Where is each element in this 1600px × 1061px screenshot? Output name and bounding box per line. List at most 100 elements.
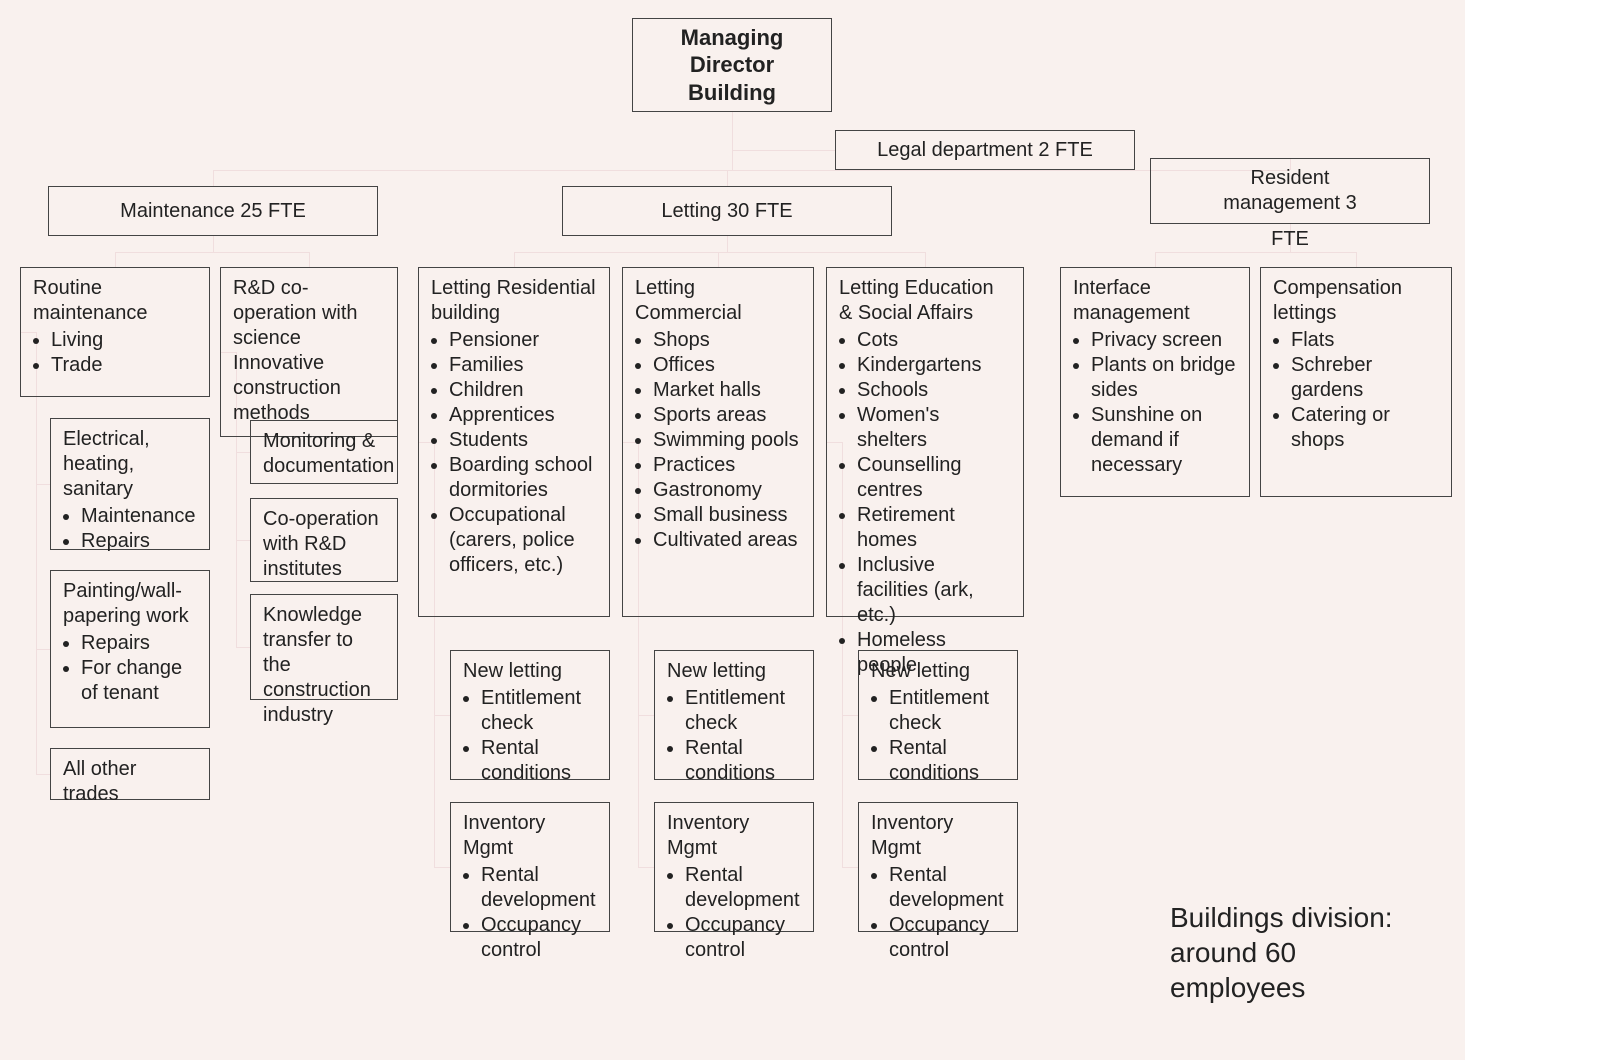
- connector-line: [36, 332, 37, 774]
- list-item: Rental conditions: [685, 736, 801, 786]
- connector-line: [842, 867, 858, 868]
- list-item: Repairs: [81, 631, 197, 656]
- box-title: Letting Residential building: [431, 276, 597, 326]
- list-item: Schools: [857, 378, 1011, 403]
- list-item: Entitlement check: [481, 686, 597, 736]
- list-item: Sports areas: [653, 403, 801, 428]
- resident-col-0: Interface managementPrivacy screenPlants…: [1060, 267, 1250, 497]
- list-item: Market halls: [653, 378, 801, 403]
- list-item: Occupancy control: [685, 913, 801, 963]
- connector-line: [36, 484, 50, 485]
- box-title: Routine maintenance: [33, 276, 197, 326]
- box-title: R&D co-operation with science: [233, 276, 385, 351]
- routine-maintenance-box: Routine maintenanceLivingTrade: [20, 267, 210, 397]
- letting-col-2-sub-0: New lettingEntitlement checkRental condi…: [858, 650, 1018, 780]
- box-title: Inventory Mgmt: [667, 811, 801, 861]
- connector-line: [115, 252, 309, 253]
- list-item: Repairs: [81, 529, 197, 554]
- dept-label: Maintenance 25 FTE: [120, 199, 306, 224]
- box-list: ShopsOfficesMarket hallsSports areasSwim…: [653, 328, 801, 553]
- letting-col-1-sub-1: Inventory MgmtRental developmentOccupanc…: [654, 802, 814, 932]
- connector-line: [36, 774, 50, 775]
- list-item: Sunshine on demand if necessary: [1091, 403, 1237, 478]
- connector-line: [732, 150, 835, 151]
- list-item: Pensioner: [449, 328, 597, 353]
- box-title: Interface management: [1073, 276, 1237, 326]
- box-list: Rental developmentOccupancy control: [481, 863, 597, 963]
- connector-line: [213, 236, 214, 252]
- list-item: Cultivated areas: [653, 528, 801, 553]
- connector-line: [1155, 252, 1356, 253]
- connector-line: [36, 649, 50, 650]
- box-list: PensionerFamiliesChildrenApprenticesStud…: [449, 328, 597, 578]
- box-title: All other trades: [63, 757, 197, 807]
- list-item: Counselling centres: [857, 453, 1011, 503]
- list-item: Offices: [653, 353, 801, 378]
- box-subtitle: Innovative construction methods: [233, 351, 385, 426]
- list-item: Maintenance: [81, 504, 197, 529]
- list-item: Small business: [653, 503, 801, 528]
- org-chart-canvas: ManagingDirectorBuildingLegal department…: [0, 0, 1600, 1061]
- box-title: New letting: [667, 659, 801, 684]
- list-item: Rental conditions: [889, 736, 1005, 786]
- list-item: Living: [51, 328, 197, 353]
- connector-line: [236, 540, 250, 541]
- box-title: Letting Commercial: [635, 276, 801, 326]
- letting-col-2: Letting Education & Social AffairsCotsKi…: [826, 267, 1024, 617]
- box-title: Inventory Mgmt: [871, 811, 1005, 861]
- connector-line: [925, 252, 926, 267]
- list-item: Rental conditions: [481, 736, 597, 786]
- dept-label: Letting 30 FTE: [661, 199, 792, 224]
- list-item: Entitlement check: [889, 686, 1005, 736]
- letting-col-0-sub-1: Inventory MgmtRental developmentOccupanc…: [450, 802, 610, 932]
- letting-col-0: Letting Residential buildingPensionerFam…: [418, 267, 610, 617]
- list-item: Rental development: [889, 863, 1005, 913]
- box-list: CotsKindergartensSchoolsWomen's shelters…: [857, 328, 1011, 678]
- rnd-coop-box: R&D co-operation with scienceInnovative …: [220, 267, 398, 437]
- connector-line: [638, 715, 654, 716]
- list-item: Children: [449, 378, 597, 403]
- rnd-sub-0: Monitoring & documentation: [250, 420, 398, 484]
- connector-line: [434, 715, 450, 716]
- list-item: Families: [449, 353, 597, 378]
- connector-line: [842, 715, 858, 716]
- box-list: Privacy screenPlants on bridge sidesSuns…: [1091, 328, 1237, 478]
- box-title: Knowledge transfer to the construction i…: [263, 603, 385, 728]
- list-item: Rental development: [685, 863, 801, 913]
- list-item: Gastronomy: [653, 478, 801, 503]
- list-item: Schreber gardens: [1291, 353, 1439, 403]
- dept-label: Residentmanagement 3: [1223, 166, 1356, 216]
- box-list: Entitlement checkRental conditions: [685, 686, 801, 786]
- rnd-sub-1: Co-operation with R&D institutes: [250, 498, 398, 582]
- box-list: Entitlement checkRental conditions: [889, 686, 1005, 786]
- list-item: Entitlement check: [685, 686, 801, 736]
- list-item: Catering or shops: [1291, 403, 1439, 453]
- list-item: Kindergartens: [857, 353, 1011, 378]
- box-list: Entitlement checkRental conditions: [481, 686, 597, 786]
- list-item: Flats: [1291, 328, 1439, 353]
- list-item: Retirement homes: [857, 503, 1011, 553]
- root-box: ManagingDirectorBuilding: [632, 18, 832, 112]
- list-item: Apprentices: [449, 403, 597, 428]
- connector-line: [727, 236, 728, 252]
- routine-sub-1: Painting/wall-papering workRepairsFor ch…: [50, 570, 210, 728]
- connector-line: [718, 252, 719, 267]
- box-title: Letting Education & Social Affairs: [839, 276, 1011, 326]
- box-list: FlatsSchreber gardensCatering or shops: [1291, 328, 1439, 453]
- letting-col-1: Letting CommercialShopsOfficesMarket hal…: [622, 267, 814, 617]
- box-title: Monitoring & documentation: [263, 429, 385, 479]
- box-title: New letting: [463, 659, 597, 684]
- list-item: Inclusive facilities (ark, etc.): [857, 553, 1011, 628]
- connector-line: [1356, 252, 1357, 267]
- letting-col-0-sub-0: New lettingEntitlement checkRental condi…: [450, 650, 610, 780]
- rnd-sub-2: Knowledge transfer to the construction i…: [250, 594, 398, 700]
- routine-sub-2: All other trades: [50, 748, 210, 800]
- connector-line: [514, 252, 515, 267]
- connector-line: [115, 252, 116, 267]
- box-title: Painting/wall-papering work: [63, 579, 197, 629]
- dept-letting: Letting 30 FTE: [562, 186, 892, 236]
- letting-col-2-sub-1: Inventory MgmtRental developmentOccupanc…: [858, 802, 1018, 932]
- box-title: Compensation lettings: [1273, 276, 1439, 326]
- connector-line: [236, 452, 250, 453]
- list-item: Occupancy control: [481, 913, 597, 963]
